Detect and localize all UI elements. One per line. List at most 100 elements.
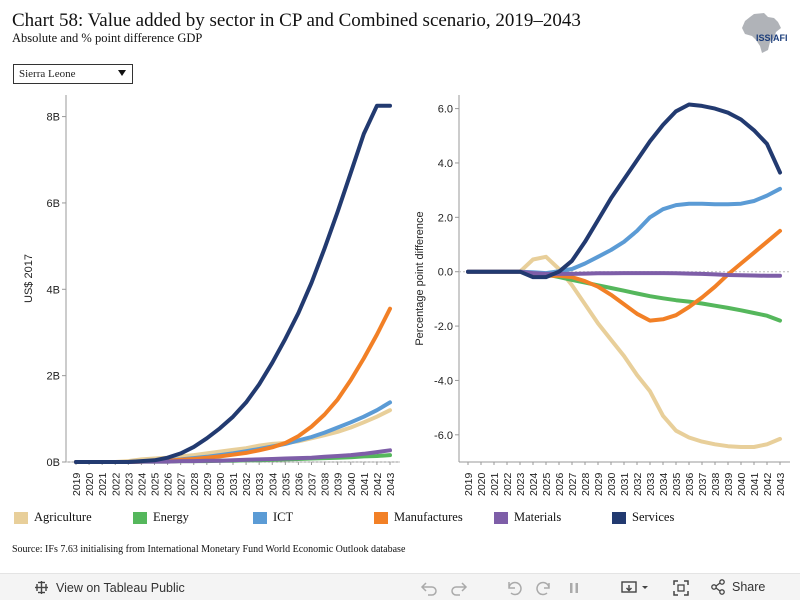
x-tick-label: 2020 — [84, 472, 96, 496]
x-tick-label: 2037 — [307, 472, 319, 496]
legend-swatch — [133, 511, 147, 524]
y-tick-label: -4.0 — [434, 375, 453, 387]
chart-subtitle: Absolute and % point difference GDP — [12, 31, 203, 45]
x-tick-label: 2042 — [762, 472, 774, 496]
series-line-agriculture[interactable] — [466, 254, 782, 449]
y-axis-label: Percentage point difference — [414, 211, 426, 345]
legend-item-ict[interactable]: ICT — [253, 510, 293, 525]
x-tick-label: 2022 — [502, 472, 514, 496]
x-tick-label: 2039 — [333, 472, 345, 496]
y-tick-label: 4B — [47, 284, 60, 296]
x-tick-label: 2029 — [202, 472, 214, 496]
legend-swatch — [374, 511, 388, 524]
y-tick-label: -2.0 — [434, 321, 453, 333]
refresh-icon[interactable] — [535, 579, 553, 597]
y-tick-label: 2.0 — [438, 212, 453, 224]
x-tick-label: 2021 — [489, 472, 501, 496]
y-tick-label: 8B — [47, 112, 60, 124]
legend-swatch — [494, 511, 508, 524]
x-tick-label: 2031 — [619, 472, 631, 496]
x-tick-label: 2032 — [632, 472, 644, 496]
iss-africa-logo: ISS|AFI — [742, 13, 788, 53]
view-on-tableau-link[interactable]: View on Tableau Public — [34, 580, 185, 595]
legend-label: Services — [632, 510, 675, 524]
revert-icon[interactable] — [505, 579, 523, 597]
x-tick-label: 2021 — [97, 472, 109, 496]
x-tick-label: 2041 — [749, 472, 761, 496]
percentage-point-chart: 6.0 4.0 2.0 0.0 -2.0 -4.0 -6.0 2019 2020 2021 2022… — [414, 95, 790, 496]
x-tick-label: 2035 — [280, 472, 292, 496]
x-tick-label: 2036 — [293, 472, 305, 496]
x-tick-label: 2032 — [241, 472, 253, 496]
x-tick-label: 2039 — [723, 472, 735, 496]
x-tick-label: 2023 — [515, 472, 527, 496]
series-line-ict[interactable] — [466, 186, 782, 276]
country-select-value: Sierra Leone — [19, 68, 76, 80]
series-line-services[interactable] — [466, 102, 782, 280]
x-tick-label: 2033 — [645, 472, 657, 496]
x-tick-label: 2041 — [359, 472, 371, 496]
download-icon[interactable] — [620, 579, 654, 597]
x-tick-label: 2027 — [567, 472, 579, 496]
y-tick-label: 4.0 — [438, 158, 453, 170]
chevron-down-icon — [118, 70, 126, 76]
x-tick-label: 2027 — [176, 472, 188, 496]
x-tick-label: 2023 — [123, 472, 135, 496]
source-note: Source: IFs 7.63 initialising from Inter… — [12, 544, 406, 555]
x-tick-label: 2035 — [671, 472, 683, 496]
undo-icon[interactable] — [420, 579, 438, 597]
x-tick-label: 2040 — [346, 472, 358, 496]
legend-item-manufactures[interactable]: Manufactures — [374, 510, 463, 525]
x-tick-label: 2038 — [320, 472, 332, 496]
tableau-footer: View on Tableau Public Share — [0, 573, 800, 600]
tableau-icon — [35, 581, 48, 594]
legend-label: ICT — [273, 510, 294, 524]
y-axis-label: US$ 2017 — [23, 254, 35, 303]
legend-item-energy[interactable]: Energy — [133, 510, 189, 525]
legend-label: Materials — [514, 510, 562, 524]
share-button[interactable]: Share — [710, 579, 765, 595]
legend-label: Energy — [153, 510, 189, 524]
legend-label: Manufactures — [394, 510, 463, 524]
x-tick-label: 2024 — [528, 472, 540, 496]
x-tick-label: 2043 — [775, 472, 787, 496]
legend-swatch — [253, 511, 267, 524]
x-tick-label: 2022 — [110, 472, 122, 496]
series-line-energy[interactable] — [466, 269, 782, 323]
chart-title: Chart 58: Value added by sector in CP an… — [12, 10, 581, 31]
country-select[interactable]: Sierra Leone — [13, 64, 133, 84]
x-tick-label: 2043 — [385, 472, 397, 496]
x-tick-label: 2036 — [684, 472, 696, 496]
x-tick-label: 2040 — [736, 472, 748, 496]
x-tick-label: 2024 — [136, 472, 148, 496]
pause-icon[interactable] — [565, 579, 583, 597]
fullscreen-icon[interactable] — [672, 579, 690, 597]
legend-swatch — [14, 511, 28, 524]
x-tick-label: 2037 — [697, 472, 709, 496]
legend-item-materials[interactable]: Materials — [494, 510, 561, 525]
x-tick-label: 2026 — [554, 472, 566, 496]
x-tick-label: 2019 — [463, 472, 475, 496]
share-icon — [711, 579, 725, 595]
x-tick-label: 2028 — [189, 472, 201, 496]
x-tick-label: 2034 — [658, 472, 670, 496]
x-tick-label: 2033 — [254, 472, 266, 496]
x-tick-label: 2029 — [593, 472, 605, 496]
legend-item-services[interactable]: Services — [612, 510, 674, 525]
series-line-services[interactable] — [74, 103, 392, 464]
legend-item-agriculture[interactable]: Agriculture — [14, 510, 92, 525]
legend: Agriculture Energy ICT Manufactures Material… — [0, 510, 800, 530]
x-tick-label: 2026 — [163, 472, 175, 496]
y-tick-label: 6.0 — [438, 104, 453, 116]
x-tick-label: 2028 — [580, 472, 592, 496]
x-tick-label: 2030 — [606, 472, 618, 496]
x-tick-label: 2025 — [150, 472, 162, 496]
redo-icon[interactable] — [450, 579, 468, 597]
x-tick-label: 2038 — [710, 472, 722, 496]
y-tick-label: -6.0 — [434, 430, 453, 442]
series-line-manufactures[interactable] — [74, 306, 392, 464]
x-tick-label: 2030 — [215, 472, 227, 496]
view-on-tableau-label: View on Tableau Public — [56, 580, 185, 595]
